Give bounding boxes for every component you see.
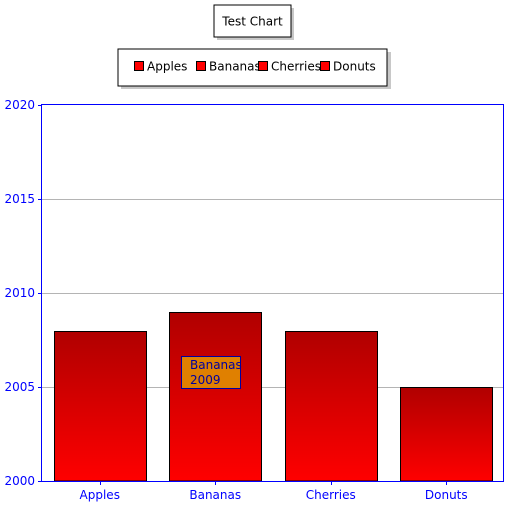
bar-bananas[interactable] xyxy=(169,312,262,482)
bar-tooltip: Bananas 2009 xyxy=(181,356,242,389)
y-axis-ticks: 2000 2005 2010 2015 2020 xyxy=(4,98,42,488)
y-tick-label: 2000 xyxy=(4,474,35,488)
chart-title-box: Test Chart xyxy=(213,4,294,40)
bars xyxy=(54,312,493,482)
bar-donuts[interactable] xyxy=(400,387,493,482)
tooltip-value: 2009 xyxy=(190,373,221,387)
y-tick-label: 2005 xyxy=(4,380,35,394)
legend-swatch xyxy=(196,61,206,71)
tooltip-category: Bananas xyxy=(190,358,242,372)
x-tick-label: Donuts xyxy=(425,488,468,502)
x-tick-label: Cherries xyxy=(306,488,356,502)
legend-swatch xyxy=(134,61,144,71)
y-tick-label: 2015 xyxy=(4,192,35,206)
legend-label: Cherries xyxy=(271,60,321,74)
legend: Apples Bananas Cherries Donuts xyxy=(117,48,391,89)
x-axis-ticks: Apples Bananas Cherries Donuts xyxy=(80,481,468,502)
legend-swatch xyxy=(258,61,268,71)
legend-swatch xyxy=(320,61,330,71)
legend-label: Bananas xyxy=(209,60,261,74)
legend-label: Apples xyxy=(147,60,187,74)
y-tick-label: 2010 xyxy=(4,286,35,300)
x-tick-label: Apples xyxy=(80,488,120,502)
y-tick-label: 2020 xyxy=(4,98,35,112)
bar-cherries[interactable] xyxy=(285,331,378,482)
chart-title: Test Chart xyxy=(221,15,283,29)
legend-label: Donuts xyxy=(333,60,376,74)
bar-apples[interactable] xyxy=(54,331,147,482)
x-tick-label: Bananas xyxy=(189,488,241,502)
